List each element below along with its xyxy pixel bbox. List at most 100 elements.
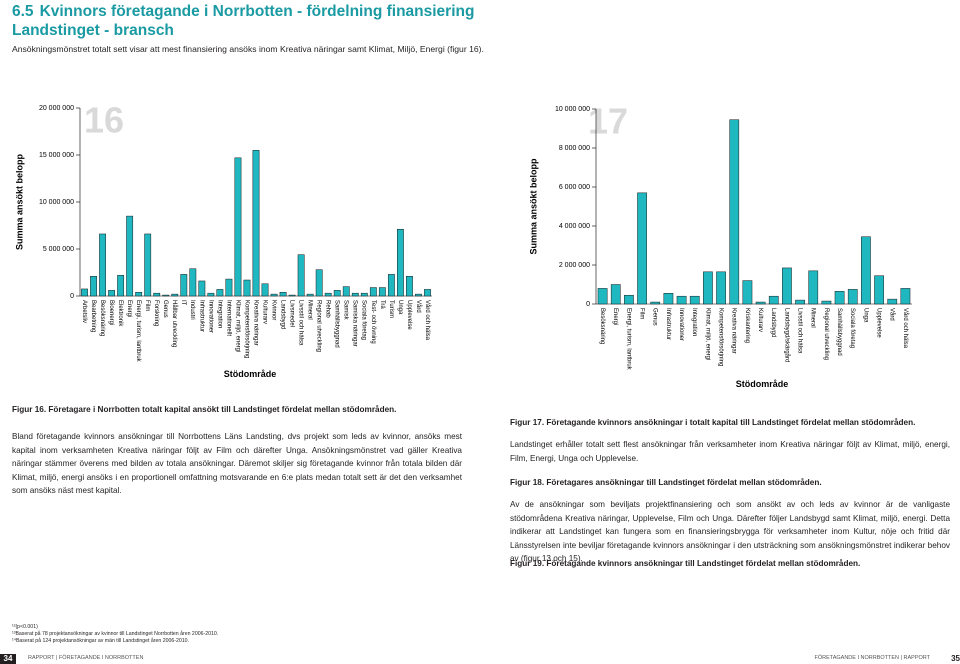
x-tick-label: Samhällsbyggnad xyxy=(836,308,842,356)
x-tick-label: Sociala företag xyxy=(849,308,855,348)
x-tick-label: Samisk xyxy=(343,300,349,321)
bar xyxy=(216,289,224,297)
x-axis-title: Stödområde xyxy=(736,379,789,389)
bar xyxy=(333,290,341,297)
bar xyxy=(243,279,251,297)
figure-number: 16 xyxy=(84,99,124,140)
footnote: ¹³Baserat på 78 projektansökningar av kv… xyxy=(12,631,219,637)
x-tick-label: Mineral xyxy=(307,300,313,320)
bar xyxy=(306,293,314,297)
bar xyxy=(650,301,661,305)
y-tick-label: 0 xyxy=(70,293,74,300)
bar xyxy=(742,280,753,305)
bar xyxy=(782,267,792,305)
x-tick-label: Upplevelse xyxy=(406,300,412,330)
bar xyxy=(171,293,179,297)
bar xyxy=(270,293,278,297)
x-tick-label: Internationellt xyxy=(225,300,231,336)
y-axis-title: Summa ansökt belopp xyxy=(14,153,24,250)
bar xyxy=(288,294,296,297)
x-tick-label: Innovationer xyxy=(207,300,213,333)
x-tick-label: Bioenergi xyxy=(108,300,114,325)
bar xyxy=(81,288,88,297)
bar xyxy=(108,290,115,297)
x-tick-label: Regional utveckling xyxy=(316,300,322,352)
bar xyxy=(900,288,911,305)
bar xyxy=(874,275,884,305)
x-tick-label: Kompetensförsörjning xyxy=(243,300,249,358)
x-tick-label: Vård xyxy=(415,300,422,313)
x-axis-title: Stödområde xyxy=(224,369,277,379)
intro: Ansökningsmönstret totalt sett visar att… xyxy=(12,44,484,54)
y-tick-label: 2 000 000 xyxy=(559,262,590,269)
figure-number: 17 xyxy=(588,100,628,141)
bar xyxy=(795,299,805,305)
y-tick-label: 6 000 000 xyxy=(559,184,590,191)
bar xyxy=(252,150,260,297)
x-tick-label: Upplevelse xyxy=(876,308,882,338)
x-tick-label: Innovationer xyxy=(678,308,684,341)
x-tick-label: Hållbar utveckling xyxy=(171,300,178,347)
bar xyxy=(610,284,621,305)
x-tick-label: Film xyxy=(144,300,150,311)
x-tick-label: Turism xyxy=(388,300,394,318)
bar xyxy=(279,291,287,297)
figure-caption: Figur 17. Företagande kvinnors ansökning… xyxy=(510,418,916,427)
x-tick-label: IT xyxy=(180,300,186,306)
bar xyxy=(821,300,832,305)
y-tick-label: 4 000 000 xyxy=(559,223,590,230)
bar xyxy=(360,292,368,297)
bar xyxy=(415,293,422,297)
paragraph: Av de ansökningar som beviljats projektf… xyxy=(510,500,950,563)
bar xyxy=(624,294,634,305)
bar xyxy=(90,276,97,297)
x-tick-label: Besöksnäring xyxy=(99,300,105,336)
figure-caption: Figur 16. Företagare i Norrbotten totalt… xyxy=(12,405,397,414)
bar xyxy=(225,278,233,297)
y-tick-label: 8 000 000 xyxy=(559,145,590,152)
bar xyxy=(324,292,332,297)
bar xyxy=(189,268,197,297)
x-tick-label: Kompetensförsörjning xyxy=(718,308,724,366)
section-title: 6.5 Kvinnors företagande i Norrbotten - f… xyxy=(12,2,482,40)
paragraph: Bland företagande kvinnors ansökningar t… xyxy=(12,432,462,495)
bar xyxy=(234,157,242,297)
footer-text: FÖRETAGANDE I NORRBOTTEN | RAPPORT xyxy=(814,655,930,661)
x-tick-label: Kulturarv xyxy=(261,300,267,324)
y-tick-label: 0 xyxy=(586,301,590,308)
x-tick-label: Klimat, miljö, energi xyxy=(704,308,710,360)
bar xyxy=(424,289,431,297)
x-tick-label: Bearbetning xyxy=(90,300,96,332)
bar xyxy=(716,271,726,305)
x-tick-label: Sociala företag xyxy=(361,300,367,340)
x-tick-label: Livsstil och hälsa xyxy=(797,308,803,354)
bar xyxy=(703,271,713,305)
x-tick-label: Livsstil och hälsa xyxy=(298,300,304,346)
x-tick-label: Rehab xyxy=(325,300,331,318)
bar xyxy=(729,119,740,305)
x-tick-label: Samiska näringar xyxy=(352,300,358,347)
bar xyxy=(162,294,170,297)
x-tick-label: Forskning xyxy=(153,300,159,326)
x-tick-label: Infrastruktur xyxy=(198,300,204,332)
bar xyxy=(808,270,819,305)
x-tick-label: Kreativa näringar xyxy=(252,300,258,346)
bar xyxy=(676,295,687,305)
x-tick-label: Elektronik xyxy=(117,300,123,327)
x-tick-label: Unga xyxy=(397,300,403,315)
bar xyxy=(637,192,647,305)
x-tick-label: Trä xyxy=(379,300,385,309)
bar xyxy=(144,233,152,297)
x-tick-label: Vård och hälsa xyxy=(902,308,909,349)
x-tick-label: Livsmedel xyxy=(289,300,295,327)
x-tick-label: Landsbygd/skärgård xyxy=(783,308,790,362)
x-tick-label: Landsbygd xyxy=(279,300,285,329)
bar xyxy=(369,287,377,297)
page-number: 34 xyxy=(0,654,16,664)
x-tick-label: Test- och övning xyxy=(370,300,376,344)
x-tick-label: Kriskantering xyxy=(744,308,750,343)
x-tick-label: Vård xyxy=(889,308,896,321)
y-tick-label: 10 000 000 xyxy=(555,106,590,113)
x-tick-label: Vård och hälsa xyxy=(424,300,431,341)
